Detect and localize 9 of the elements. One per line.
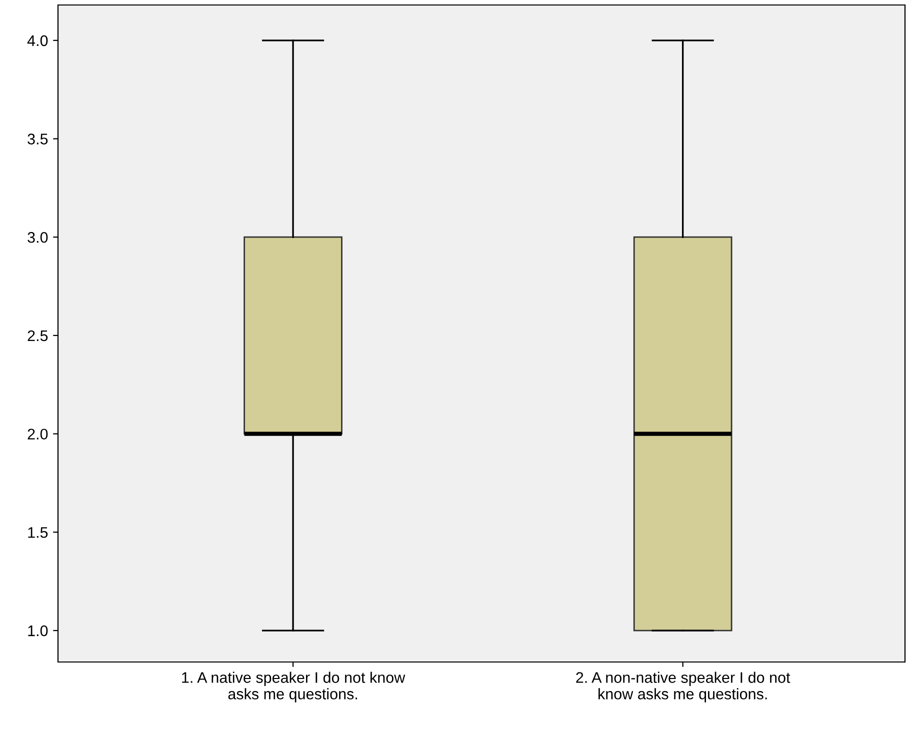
y-tick-label: 2.5	[28, 330, 48, 342]
y-tick-label: 2.0	[28, 428, 48, 440]
y-tick-label: 3.5	[28, 134, 48, 144]
y-tick-label: 1.5	[28, 527, 48, 538]
y-tick-label: 3.0	[28, 232, 48, 243]
y-tick-label: 1.0	[28, 625, 48, 636]
y-tick-label: 4.0	[27, 35, 48, 46]
x-tick-label: 2. A non-native speaker I do not know asks me questions.	[576, 672, 790, 702]
x-tick-label: 1. A native speaker I do not know asks me questions.	[182, 672, 406, 702]
